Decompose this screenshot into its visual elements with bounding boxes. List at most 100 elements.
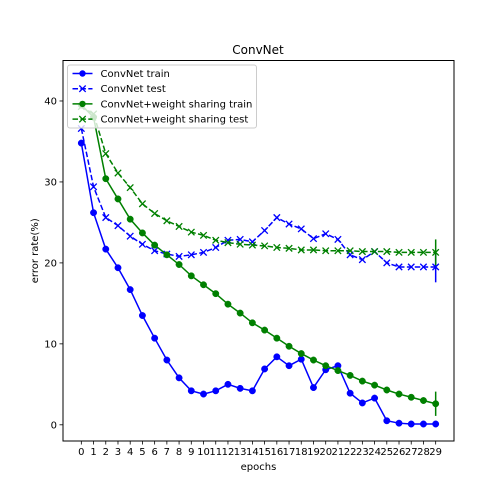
data-point [164, 357, 170, 363]
data-point [139, 230, 145, 236]
legend-label: ConvNet+weight sharing test [101, 115, 249, 126]
x-tick-label: 4 [127, 447, 133, 458]
x-tick-label: 19 [307, 447, 320, 458]
y-tick-label: 40 [44, 96, 57, 107]
x-axis-label: epochs [241, 462, 277, 473]
x-tick-label: 0 [78, 447, 84, 458]
x-tick-label: 8 [176, 447, 182, 458]
data-point [213, 388, 219, 394]
y-tick-label: 20 [44, 258, 57, 269]
data-point [274, 354, 280, 360]
data-point [213, 290, 219, 296]
legend-marker [79, 101, 85, 107]
x-tick-label: 2 [103, 447, 109, 458]
data-point [176, 375, 182, 381]
data-point [188, 273, 194, 279]
data-point [176, 261, 182, 267]
data-point [127, 286, 133, 292]
x-tick-label: 26 [393, 447, 406, 458]
data-point [359, 378, 365, 384]
data-point [151, 335, 157, 341]
x-tick-label: 6 [151, 447, 157, 458]
data-point [90, 210, 96, 216]
data-point [286, 363, 292, 369]
data-point [310, 384, 316, 390]
data-point [237, 385, 243, 391]
data-point [274, 335, 280, 341]
x-tick-label: 12 [222, 447, 235, 458]
data-point [396, 420, 402, 426]
data-point [347, 372, 353, 378]
chart-title: ConvNet [232, 43, 284, 57]
x-tick-label: 11 [209, 447, 222, 458]
x-tick-label: 23 [356, 447, 369, 458]
x-tick-label: 3 [115, 447, 121, 458]
x-tick-label: 17 [283, 447, 296, 458]
data-point [432, 421, 438, 427]
data-point [249, 320, 255, 326]
data-point [164, 252, 170, 258]
data-point [127, 216, 133, 222]
data-point [359, 400, 365, 406]
x-tick-label: 24 [368, 447, 381, 458]
data-point [335, 367, 341, 373]
data-point [103, 175, 109, 181]
x-tick-label: 22 [344, 447, 357, 458]
x-tick-label: 21 [332, 447, 345, 458]
data-point [139, 312, 145, 318]
data-point [408, 421, 414, 427]
data-point [420, 397, 426, 403]
data-point [286, 343, 292, 349]
data-point [371, 395, 377, 401]
legend-label: ConvNet train [101, 69, 170, 80]
data-point [371, 382, 377, 388]
data-point [420, 421, 426, 427]
data-point [310, 357, 316, 363]
legend-marker [79, 70, 85, 76]
data-point [225, 381, 231, 387]
x-tick-label: 20 [319, 447, 332, 458]
data-point [432, 401, 438, 407]
data-point [384, 418, 390, 424]
legend-label: ConvNet+weight sharing train [101, 99, 253, 110]
data-point [103, 246, 109, 252]
data-point [298, 350, 304, 356]
x-tick-label: 29 [429, 447, 442, 458]
data-point [408, 394, 414, 400]
x-tick-label: 15 [258, 447, 271, 458]
legend-label: ConvNet test [101, 84, 166, 95]
data-point [200, 282, 206, 288]
x-tick-label: 1 [90, 447, 96, 458]
x-tick-label: 28 [417, 447, 430, 458]
data-point [347, 390, 353, 396]
x-tick-label: 10 [197, 447, 210, 458]
y-tick-label: 0 [51, 420, 57, 431]
x-tick-label: 14 [246, 447, 259, 458]
data-point [323, 363, 329, 369]
data-point [200, 391, 206, 397]
data-point [396, 391, 402, 397]
x-tick-label: 16 [270, 447, 283, 458]
data-point [115, 265, 121, 271]
legend: ConvNet train ConvNet test ConvNet+weight … [68, 65, 257, 128]
data-point [188, 388, 194, 394]
x-tick-label: 25 [380, 447, 393, 458]
x-tick-label: 18 [295, 447, 308, 458]
y-axis-label: error rate(%) [30, 218, 41, 283]
data-point [249, 388, 255, 394]
data-point [237, 310, 243, 316]
data-point [115, 196, 121, 202]
data-point [151, 242, 157, 248]
data-point [261, 366, 267, 372]
y-tick-label: 10 [44, 339, 57, 350]
x-tick-label: 27 [405, 447, 418, 458]
data-point [225, 301, 231, 307]
x-tick-label: 9 [188, 447, 194, 458]
data-point [261, 327, 267, 333]
x-tick-label: 7 [164, 447, 170, 458]
x-tick-label: 5 [139, 447, 145, 458]
x-tick-label: 13 [234, 447, 247, 458]
data-point [384, 387, 390, 393]
y-tick-label: 30 [44, 177, 57, 188]
